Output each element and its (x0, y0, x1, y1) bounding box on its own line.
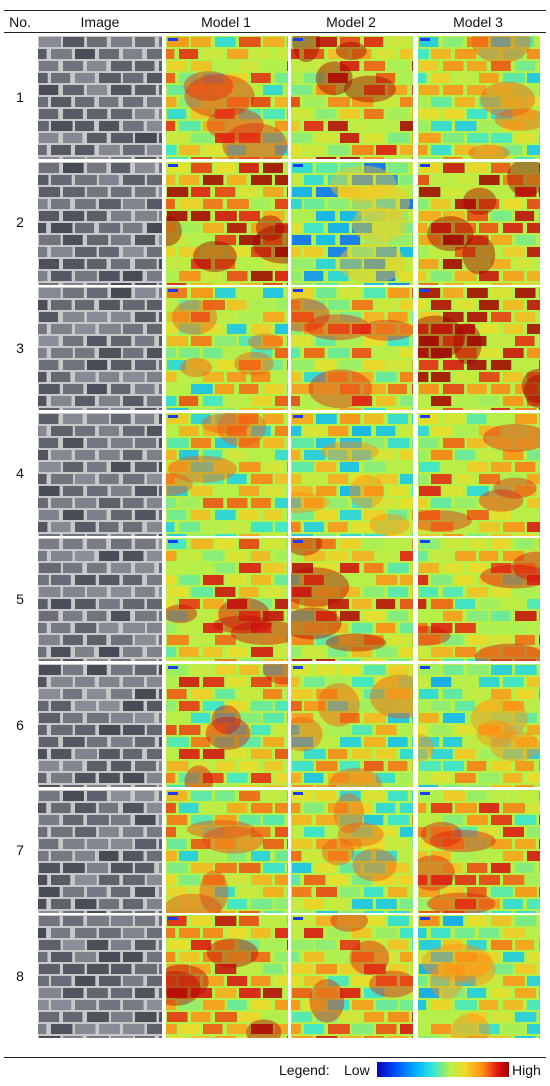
row-number: 7 (16, 842, 24, 859)
heatmap-model-3 (418, 36, 540, 159)
legend-colorbar (377, 1062, 509, 1077)
row-number: 6 (16, 716, 24, 733)
row-number: 8 (16, 967, 24, 984)
heatmap-model-1 (166, 789, 288, 913)
heatmap-model-2 (291, 538, 413, 662)
header-image: Image (80, 14, 120, 30)
heatmap-model-1 (166, 287, 288, 411)
input-image (38, 915, 162, 1039)
heatmap-model-1 (166, 915, 288, 1039)
legend-high-label: High (512, 1062, 541, 1078)
heatmap-model-1 (166, 664, 288, 787)
header-no: No. (9, 14, 31, 30)
input-image (38, 161, 162, 285)
header-model-2: Model 2 (326, 14, 376, 30)
heatmap-model-2 (291, 412, 413, 536)
header-rule (4, 32, 546, 33)
input-image (38, 287, 162, 411)
heatmap-model-1 (166, 161, 288, 285)
header-model-3: Model 3 (453, 14, 503, 30)
input-image (38, 789, 162, 913)
row-number: 3 (16, 339, 24, 356)
heatmap-model-2 (291, 664, 413, 787)
row-number: 2 (16, 214, 24, 231)
input-image (38, 664, 162, 787)
heatmap-model-3 (418, 412, 540, 536)
heatmap-model-3 (418, 538, 540, 662)
heatmap-model-3 (418, 915, 540, 1039)
row-number: 1 (16, 88, 24, 105)
legend-title: Legend: (279, 1062, 330, 1078)
heatmap-model-3 (418, 161, 540, 285)
heatmap-model-1 (166, 412, 288, 536)
heatmap-model-3 (418, 287, 540, 411)
input-image (38, 412, 162, 536)
heatmap-model-2 (291, 36, 413, 159)
heatmap-model-2 (291, 287, 413, 411)
heatmap-model-1 (166, 538, 288, 662)
legend-low-label: Low (344, 1062, 370, 1078)
header-model-1: Model 1 (201, 14, 251, 30)
input-image (38, 538, 162, 662)
heatmap-model-3 (418, 789, 540, 913)
top-rule (4, 10, 546, 11)
heatmap-model-2 (291, 789, 413, 913)
row-number: 4 (16, 465, 24, 482)
row-number: 5 (16, 590, 24, 607)
heatmap-model-2 (291, 161, 413, 285)
heatmap-model-1 (166, 36, 288, 159)
heatmap-model-2 (291, 915, 413, 1039)
input-image (38, 36, 162, 159)
heatmap-model-3 (418, 664, 540, 787)
bottom-rule (4, 1057, 546, 1058)
